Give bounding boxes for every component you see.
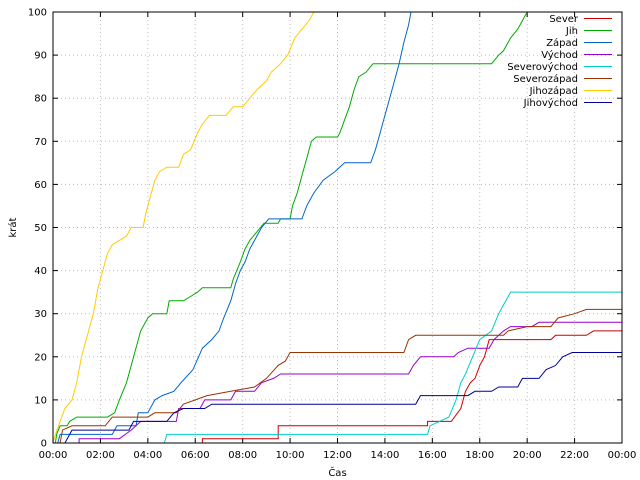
series-line-6	[59, 308, 622, 444]
x-tick-label: 12:00	[323, 450, 352, 461]
y-tick-label: 70	[34, 137, 47, 148]
series-line-4	[78, 321, 622, 443]
legend-label: Západ	[546, 37, 578, 49]
y-tick-label: 30	[34, 309, 47, 320]
legend-label: Jih	[565, 26, 578, 37]
x-tick-label: 04:00	[133, 450, 162, 461]
series-lines	[52, 11, 622, 444]
legend-label: Jihozápad	[529, 85, 578, 97]
x-tick-label: 18:00	[465, 450, 494, 461]
series-line-5	[163, 291, 622, 444]
legend-label: Severovýchod	[507, 61, 578, 73]
legend-label: Východ	[541, 49, 578, 61]
x-tick-label: 08:00	[228, 450, 257, 461]
y-tick-label: 60	[34, 180, 47, 191]
y-tick-label: 80	[34, 94, 47, 105]
series-line-2	[54, 11, 528, 444]
x-tick-label: 00:00	[608, 450, 637, 461]
x-tick-label: 22:00	[560, 450, 589, 461]
legend: SeverJihZápadVýchodSeverovýchodSeverozáp…	[507, 14, 612, 109]
axis-ticks: 0 10 20 30 40 50 60 70 80 90 100 00:00 02:00 04:00 06:…	[28, 8, 637, 462]
y-tick-label: 100	[28, 8, 47, 19]
x-tick-label: 10:00	[276, 450, 305, 461]
series-line-8	[64, 352, 622, 444]
legend-label: Severozápad	[513, 73, 578, 85]
y-tick-label: 0	[41, 439, 47, 450]
y-axis-label: krát	[7, 217, 19, 237]
series-line-7	[52, 11, 315, 444]
x-tick-label: 14:00	[371, 450, 400, 461]
grid	[53, 12, 622, 443]
x-tick-label: 02:00	[86, 450, 115, 461]
x-axis-label: Čas	[328, 466, 346, 479]
x-tick-label: 16:00	[418, 450, 447, 461]
legend-label: Sever	[549, 14, 579, 25]
y-tick-label: 10	[34, 395, 47, 406]
series-line-3	[57, 11, 412, 444]
legend-label: Jihovýchod	[523, 97, 578, 109]
x-tick-label: 20:00	[513, 450, 542, 461]
y-tick-label: 50	[34, 223, 47, 234]
x-tick-label: 06:00	[181, 450, 210, 461]
x-tick-label: 00:00	[39, 450, 68, 461]
series-line-1	[201, 330, 622, 443]
y-tick-label: 90	[34, 51, 47, 62]
plot-frame	[52, 11, 623, 444]
y-tick-label: 40	[34, 266, 47, 277]
y-tick-label: 20	[34, 352, 47, 363]
